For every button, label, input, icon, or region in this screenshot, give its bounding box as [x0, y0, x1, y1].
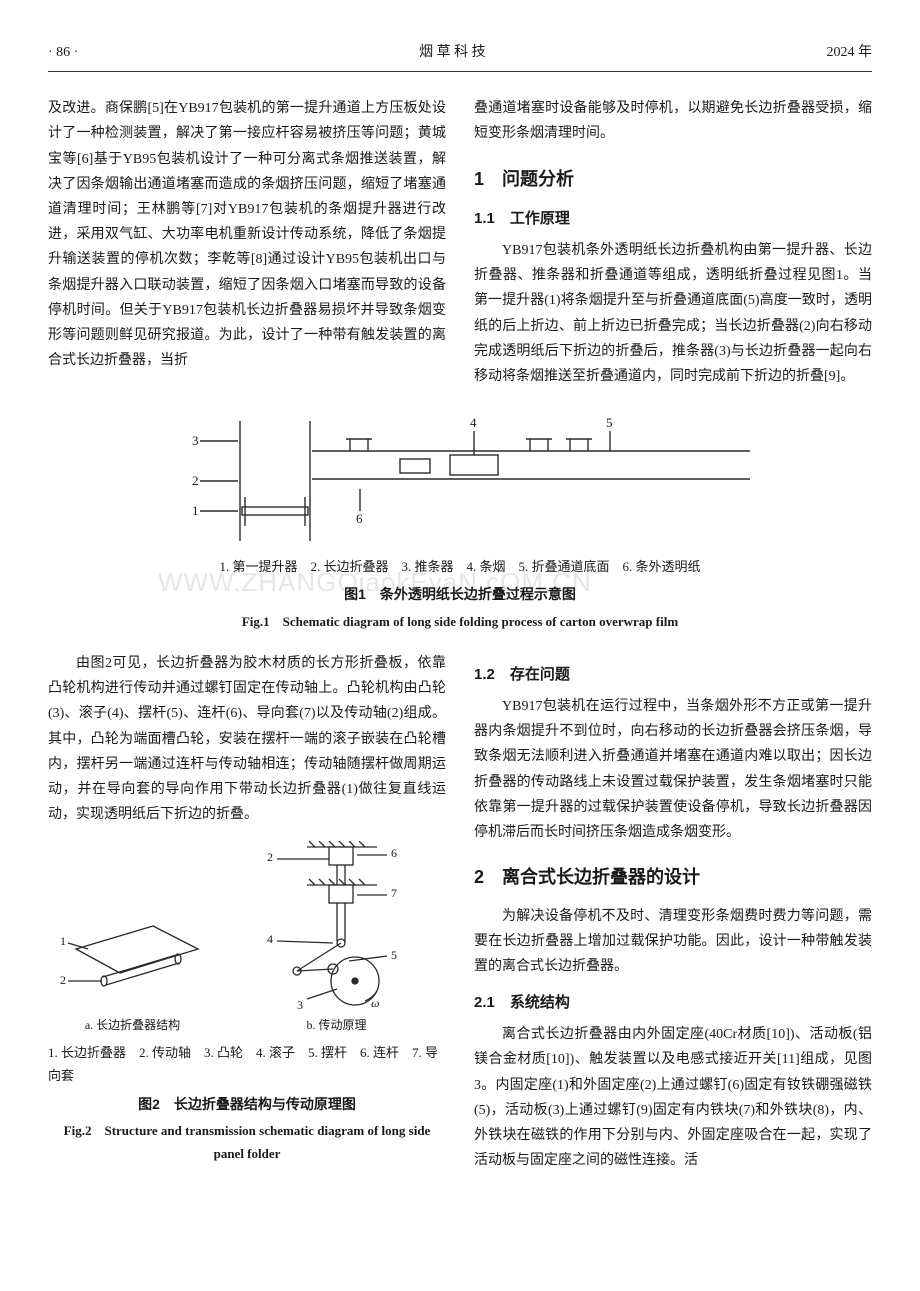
figure-1: 3 2 1 4 5 6 1. 第一提升器 2. 长边折叠器 3. 推条器 4. …: [48, 411, 872, 633]
para-right-mid-3: 离合式长边折叠器由内外固定座(40Cr材质[10])、活动板(铝镁合金材质[10…: [474, 1022, 872, 1173]
fig1-label-2: 2: [192, 473, 199, 488]
figure-2b: 2 6 7 4 5 3 ω b. 传动原理: [237, 841, 437, 1037]
figure-2b-caption: b. 传动原理: [237, 1015, 437, 1037]
para-right-top-1: 叠通道堵塞时设备能够及时停机，以期避免长边折叠器受损，缩短变形条烟清理时间。: [474, 96, 872, 146]
section-2-1-heading: 2.1 系统结构: [474, 989, 872, 1016]
fig2b-label-3: 3: [297, 998, 303, 1011]
column-left-top: 及改进。商保鹏[5]在YB917包装机的第一提升通道上方压板处设计了一种检测装置…: [48, 96, 446, 391]
journal-name: 烟 草 科 技: [419, 40, 486, 65]
figure-2: 1 2 a. 长边折叠器结构: [48, 841, 446, 1165]
figure-2b-svg: 2 6 7 4 5 3 ω: [237, 841, 437, 1011]
figure-2-pair: 1 2 a. 长边折叠器结构: [48, 841, 446, 1037]
figure-2-title-en: Fig.2 Structure and transmission schemat…: [48, 1119, 446, 1166]
fig2b-label-7: 7: [391, 886, 397, 900]
page-number: · 86 ·: [48, 40, 78, 65]
fig2a-label-1: 1: [60, 934, 66, 948]
column-right-top: 叠通道堵塞时设备能够及时停机，以期避免长边折叠器受损，缩短变形条烟清理时间。 1…: [474, 96, 872, 391]
fig1-label-1: 1: [192, 503, 199, 518]
para-right-mid-1: YB917包装机在运行过程中，当条烟外形不方正或第一提升器内条烟提升不到位时，向…: [474, 694, 872, 845]
figure-1-legend: 1. 第一提升器 2. 长边折叠器 3. 推条器 4. 条烟 5. 折叠通道底面…: [48, 555, 872, 578]
section-1-1-heading: 1.1 工作原理: [474, 205, 872, 232]
fig2b-label-5: 5: [391, 948, 397, 962]
fig1-label-4: 4: [470, 415, 477, 430]
figure-2a: 1 2 a. 长边折叠器结构: [58, 891, 208, 1037]
figure-2-title-cn: 图2 长边折叠器结构与传动原理图: [48, 1092, 446, 1117]
para-left-top: 及改进。商保鹏[5]在YB917包装机的第一提升通道上方压板处设计了一种检测装置…: [48, 96, 446, 373]
section-1-2-heading: 1.2 存在问题: [474, 661, 872, 688]
fig2b-omega: ω: [371, 996, 379, 1010]
fig2b-label-4: 4: [267, 932, 273, 946]
fig2b-label-6: 6: [391, 846, 397, 860]
fig1-label-3: 3: [192, 433, 199, 448]
para-left-mid: 由图2可见，长边折叠器为胶木材质的长方形折叠板，依靠凸轮机构进行传动并通过螺钉固…: [48, 651, 446, 827]
figure-2a-caption: a. 长边折叠器结构: [58, 1015, 208, 1037]
section-1-heading: 1 问题分析: [474, 163, 872, 195]
top-columns: 及改进。商保鹏[5]在YB917包装机的第一提升通道上方压板处设计了一种检测装置…: [48, 96, 872, 391]
lower-columns: 由图2可见，长边折叠器为胶木材质的长方形折叠板，依靠凸轮机构进行传动并通过螺钉固…: [48, 651, 872, 1184]
column-right-lower: 1.2 存在问题 YB917包装机在运行过程中，当条烟外形不方正或第一提升器内条…: [474, 651, 872, 1184]
para-right-top-2: YB917包装机条外透明纸长边折叠机构由第一提升器、长边折叠器、推条器和折叠通道…: [474, 238, 872, 389]
figure-2a-svg: 1 2: [58, 891, 208, 1011]
column-left-lower: 由图2可见，长边折叠器为胶木材质的长方形折叠板，依靠凸轮机构进行传动并通过螺钉固…: [48, 651, 446, 1184]
publication-year: 2024 年: [826, 40, 872, 65]
fig1-label-6: 6: [356, 511, 363, 526]
para-right-mid-2: 为解决设备停机不及时、清理变形条烟费时费力等问题，需要在长边折叠器上增加过载保护…: [474, 904, 872, 980]
fig1-label-5: 5: [606, 415, 613, 430]
fig2a-label-2: 2: [60, 973, 66, 987]
page-header: · 86 · 烟 草 科 技 2024 年: [48, 40, 872, 72]
figure-2-legend: 1. 长边折叠器 2. 传动轴 3. 凸轮 4. 滚子 5. 摆杆 6. 连杆 …: [48, 1041, 446, 1088]
fig2b-label-2: 2: [267, 850, 273, 864]
figure-1-title-en: Fig.1 Schematic diagram of long side fol…: [48, 610, 872, 633]
figure-1-title-cn: 图1 条外透明纸长边折叠过程示意图: [48, 582, 872, 607]
section-2-heading: 2 离合式长边折叠器的设计: [474, 861, 872, 893]
figure-1-svg: 3 2 1 4 5 6: [150, 411, 770, 551]
